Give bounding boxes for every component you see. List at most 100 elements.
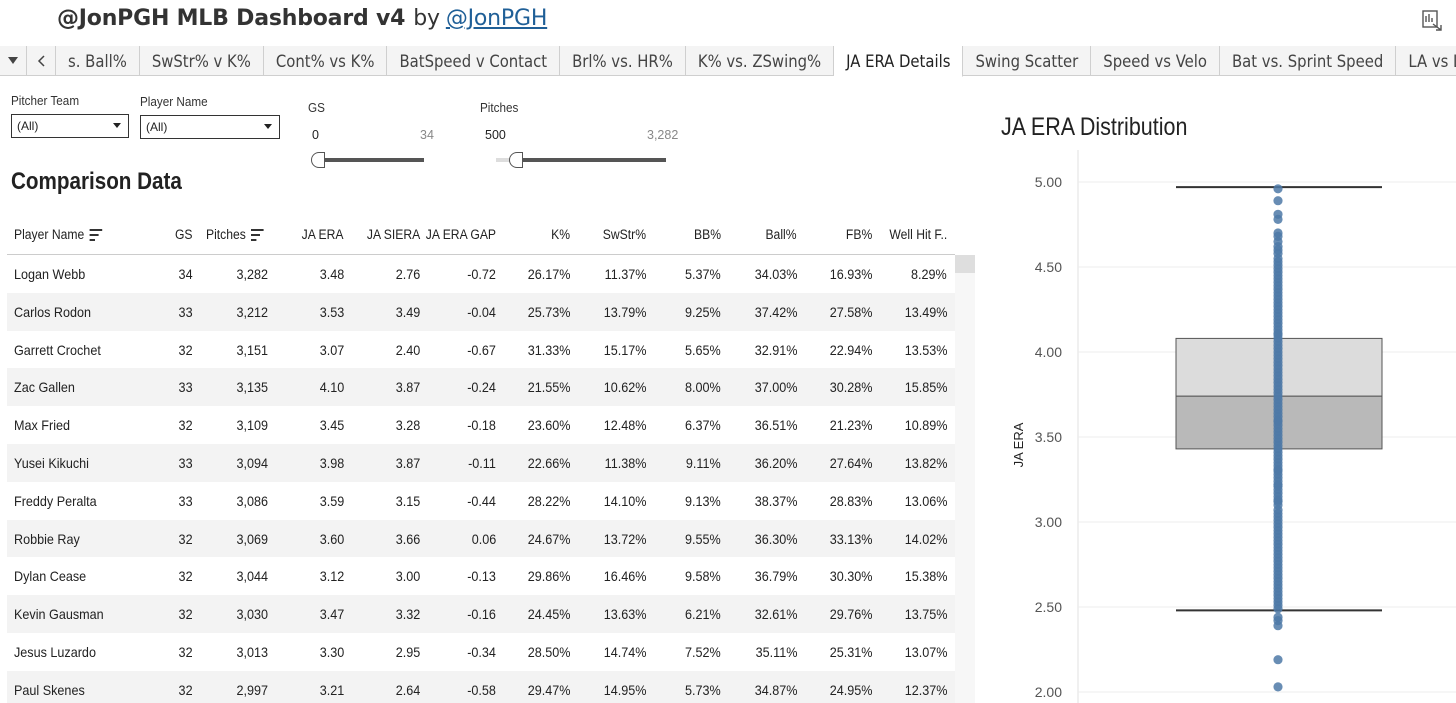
- data-point[interactable]: [1273, 621, 1283, 631]
- tab-swstr-v-k[interactable]: SwStr% v K%: [140, 46, 264, 76]
- scrollbar-thumb[interactable]: [955, 255, 975, 273]
- gs-min-value: 0: [312, 128, 319, 142]
- dashboard-header: @JonPGH MLB Dashboard v4 by @JonPGH: [0, 0, 1456, 46]
- table-cell: 35.11%: [755, 643, 797, 660]
- tab-speed-vs-velo[interactable]: Speed vs Velo: [1091, 46, 1220, 76]
- table-cell: 3.66: [395, 530, 420, 547]
- column-header-gs[interactable]: GS: [175, 227, 193, 242]
- table-cell: 14.02%: [904, 530, 947, 547]
- table-cell: 32: [178, 341, 193, 358]
- table-cell: 3.48: [319, 266, 344, 282]
- table-cell: 30.28%: [829, 379, 872, 396]
- share-icon[interactable]: [1420, 8, 1444, 32]
- table-row[interactable]: Logan Webb 34 3,282 3.48 2.76 -0.72 26.17% 11.3…: [7, 255, 955, 293]
- column-header-fb[interactable]: FB%: [846, 227, 872, 242]
- column-header-swstr[interactable]: SwStr%: [603, 227, 646, 242]
- tab-la-vs-lv[interactable]: LA vs LV: [1396, 46, 1456, 76]
- tab-s-ball[interactable]: s. Ball%: [56, 46, 140, 76]
- table-row[interactable]: Jesus Luzardo 32 3,013 3.30 2.95 -0.34 28.50% 1…: [7, 633, 955, 671]
- table-cell: 5.73%: [685, 681, 721, 698]
- author-link[interactable]: @JonPGH: [445, 6, 548, 31]
- table-cell: 3,151: [236, 341, 268, 358]
- table-cell: -0.04: [467, 303, 496, 320]
- tab-ja-era-details[interactable]: JA ERA Details: [834, 46, 964, 77]
- sort-icon[interactable]: [89, 229, 103, 242]
- column-header-label: BB%: [693, 227, 721, 242]
- column-header-ja-era-gap[interactable]: JA ERA GAP: [426, 227, 496, 242]
- table-cell: 13.53%: [904, 341, 947, 358]
- table-cell: 36.20%: [754, 454, 797, 471]
- tab-bat-vs-sprint-speed[interactable]: Bat vs. Sprint Speed: [1220, 46, 1397, 76]
- table-cell: 37.42%: [754, 303, 797, 320]
- table-cell: 3,069: [236, 530, 268, 547]
- dashboard-title: @JonPGH MLB Dashboard v4 by @JonPGH: [57, 6, 547, 31]
- column-header-bb[interactable]: BB%: [694, 227, 721, 242]
- table-cell: 8.00%: [685, 379, 721, 396]
- table-row[interactable]: Dylan Cease 32 3,044 3.12 3.00 -0.13 29.86% 16.…: [7, 557, 955, 595]
- table-cell: 32: [178, 417, 193, 434]
- data-point[interactable]: [1273, 196, 1283, 206]
- pitches-slider-handle[interactable]: [509, 152, 523, 168]
- column-header-label: SwStr%: [602, 227, 646, 242]
- table-cell: 3,212: [236, 303, 268, 320]
- comparison-table: Player Name GS Pitches JA ERA JA SIERA JA ERA…: [7, 215, 955, 703]
- tab-menu-button[interactable]: [0, 46, 27, 76]
- tab-scroll-left-button[interactable]: [27, 46, 56, 76]
- table-cell: 11.38%: [604, 454, 646, 471]
- column-header-k[interactable]: K%: [551, 227, 570, 242]
- table-cell: 14.95%: [603, 681, 646, 698]
- table-row[interactable]: Zac Gallen 33 3,135 4.10 3.87 -0.24 21.55% 10.6…: [7, 368, 955, 407]
- pitcher-team-dropdown[interactable]: (All): [11, 114, 129, 138]
- column-header-ja-siera[interactable]: JA SIERA: [367, 227, 420, 242]
- column-header-well-hit-f[interactable]: Well Hit F..: [889, 227, 947, 242]
- data-point[interactable]: [1273, 604, 1283, 614]
- y-tick-label: 4.00: [1035, 344, 1062, 360]
- table-cell: 12.48%: [603, 417, 646, 434]
- pitches-slider-track[interactable]: [516, 158, 666, 162]
- table-cell: 29.47%: [527, 681, 570, 698]
- table-row[interactable]: Carlos Rodon 33 3,212 3.53 3.49 -0.04 25.73% 13…: [7, 292, 955, 331]
- table-row[interactable]: Max Fried 32 3,109 3.45 3.28 -0.18 23.60% 12.48…: [7, 406, 955, 444]
- gs-slider-handle[interactable]: [311, 152, 325, 168]
- table-row[interactable]: Garrett Crochet 32 3,151 3.07 2.40 -0.67 31.33…: [7, 331, 955, 369]
- table-cell: 36.30%: [754, 530, 797, 547]
- table-row[interactable]: Yusei Kikuchi 33 3,094 3.98 3.87 -0.11 22.66% 1…: [7, 443, 955, 482]
- table-cell: 0.06: [471, 530, 496, 547]
- player-name-cell: Zac Gallen: [14, 379, 75, 396]
- table-cell: 13.06%: [904, 492, 947, 509]
- table-cell: 8.29%: [911, 266, 947, 282]
- tab-batspeed-v-contact[interactable]: BatSpeed v Contact: [387, 46, 561, 76]
- tab-swing-scatter[interactable]: Swing Scatter: [963, 46, 1092, 76]
- pitcher-team-label: Pitcher Team: [11, 93, 80, 108]
- table-row[interactable]: Freddy Peralta 33 3,086 3.59 3.15 -0.44 28.22%…: [7, 482, 955, 520]
- tab-cont-vs-k[interactable]: Cont% vs K%: [264, 46, 388, 76]
- sort-icon[interactable]: [251, 229, 264, 242]
- data-point[interactable]: [1273, 184, 1283, 194]
- tab-k-vs-zswing[interactable]: K% vs. ZSwing%: [686, 46, 835, 76]
- table-cell: 9.58%: [685, 568, 721, 585]
- table-cell: 5.37%: [685, 266, 721, 282]
- table-cell: 32: [178, 643, 193, 660]
- pitcher-team-value: (All): [17, 119, 39, 133]
- table-cell: 32.91%: [754, 341, 797, 358]
- column-header-ja-era[interactable]: JA ERA: [302, 227, 344, 242]
- column-header-player-name[interactable]: Player Name: [14, 227, 103, 242]
- data-point[interactable]: [1273, 655, 1283, 665]
- table-cell: 36.51%: [754, 417, 797, 434]
- table-cell: 28.50%: [527, 643, 570, 660]
- table-row[interactable]: Kevin Gausman 32 3,030 3.47 3.32 -0.16 24.45% 1…: [7, 595, 955, 633]
- column-header-ball[interactable]: Ball%: [766, 227, 797, 242]
- player-name-cell: Garrett Crochet: [14, 341, 101, 358]
- gs-slider-track[interactable]: [318, 158, 424, 162]
- table-row[interactable]: Robbie Ray 32 3,069 3.60 3.66 0.06 24.67% 13.72…: [7, 519, 955, 558]
- table-row[interactable]: Paul Skenes 32 2,997 3.21 2.64 -0.58 29.47% 14.…: [7, 670, 955, 703]
- table-cell: 29.76%: [829, 606, 872, 623]
- column-header-pitches[interactable]: Pitches: [206, 227, 264, 242]
- tab-brl-vs-hr[interactable]: Brl% vs. HR%: [560, 46, 686, 76]
- column-header-label: Pitches: [206, 227, 246, 242]
- player-name-dropdown[interactable]: (All): [140, 115, 280, 139]
- data-point[interactable]: [1273, 682, 1283, 692]
- data-point[interactable]: [1273, 214, 1283, 224]
- dropdown-arrow-icon: [113, 123, 121, 128]
- table-scrollbar[interactable]: [955, 255, 975, 703]
